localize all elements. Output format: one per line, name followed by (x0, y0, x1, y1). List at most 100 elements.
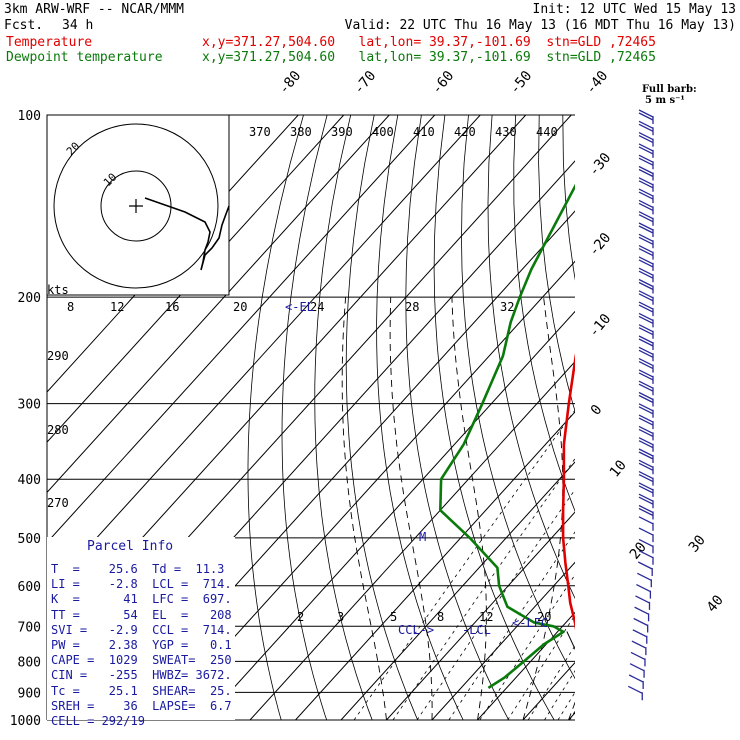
forecast-hours: 34 h (62, 18, 94, 33)
wind-barb (638, 380, 654, 396)
dry-adiabat-lines (247, 115, 740, 720)
barb-legend-line2: 5 m s⁻¹ (645, 95, 685, 106)
wind-barb (638, 211, 654, 226)
mixing-ratio-label: 28 (405, 300, 419, 314)
wind-barb (637, 561, 653, 576)
dry-adiabat (405, 115, 510, 720)
temperature-profile (561, 353, 575, 631)
parcel-info-row: CAPE = 1029 SWEAT= 250 (51, 653, 232, 668)
wind-barb (638, 448, 654, 463)
moist-adiabat-lines (341, 297, 740, 720)
mixing-ratio-label: 12 (479, 610, 493, 624)
mixing-ratio-label: 32 (500, 300, 514, 314)
dry-adiabat (513, 115, 575, 513)
parcel-info-row: T = 25.6 Td = 11.3 (51, 562, 225, 576)
wind-barb (638, 538, 654, 554)
mixing-ratio-label: 12 (110, 300, 124, 314)
mixing-ratio-label: 16 (165, 300, 179, 314)
wind-barb (638, 493, 654, 509)
dry-adiabat (281, 115, 328, 720)
dewpoint-location: x,y=371.27,504.60 lat,lon= 39.37,-101.69… (202, 50, 656, 65)
isotherm-label: 0 (588, 402, 606, 419)
pressure-tick-label: 600 (18, 580, 41, 595)
dry-adiabat (461, 115, 575, 680)
wind-barb (638, 504, 654, 520)
dry-adiabat (433, 115, 555, 720)
pressure-tick-label: 100 (18, 109, 41, 124)
isotherm-line (249, 360, 575, 720)
isotherm-line (477, 611, 575, 720)
isotherm-label: -30 (586, 150, 615, 180)
parcel-info-row: CIN = -255 HWBZ= 3672. (51, 668, 232, 683)
wind-barb (638, 290, 654, 305)
wind-barb (638, 414, 654, 430)
model-name: 3km ARW-WRF -- NCAR/MMM (4, 2, 185, 17)
isotherm-label: -10 (586, 311, 615, 341)
isotherm-label: -60 (429, 68, 458, 98)
wind-barb (638, 188, 654, 204)
theta-label: 280 (47, 423, 69, 437)
isotherm-label: -80 (276, 68, 305, 98)
wind-barb (638, 165, 654, 181)
parcel-info-row: CELL = 292/19 (51, 714, 145, 729)
isotherm-line (47, 115, 390, 494)
wind-barb (638, 459, 654, 475)
mixing-ratio-lines (353, 269, 740, 720)
moist-adiabat (568, 701, 575, 720)
hodograph-center (129, 199, 143, 213)
isotherm-line (431, 561, 575, 720)
dry-adiabat (376, 115, 464, 720)
wind-barb (638, 324, 654, 339)
wind-barb (638, 267, 654, 283)
wind-barb (638, 403, 654, 418)
isotherm-line (660, 115, 740, 720)
isotherm-line (522, 661, 575, 720)
mixing-ratio-line (580, 269, 740, 720)
mixing-ratio-line (527, 644, 575, 720)
el-annotation: <-EL (285, 300, 314, 314)
parcel-info-row: Tc = 25.1 SHEAR= 25. (51, 683, 232, 698)
wind-barb (638, 245, 654, 260)
wind-barb (638, 516, 654, 531)
mixing-ratio-label: 20 (537, 610, 551, 624)
pressure-tick-label: 800 (18, 655, 41, 670)
pressure-tick-label: 500 (18, 532, 41, 547)
dry-adiabat (681, 115, 740, 720)
wind-barb (638, 346, 654, 362)
wind-barb (630, 651, 646, 667)
wind-barb (634, 606, 650, 622)
isotherm-label: -20 (586, 230, 615, 260)
wind-barb (638, 391, 654, 407)
wind-barb (637, 572, 652, 588)
wind-barb (638, 471, 654, 486)
wind-barb (638, 222, 654, 237)
wind-barb (632, 629, 648, 644)
parcel-info-panel: Parcel Info T = 25.6 Td = 11.3 LI = -2.8 … (47, 537, 235, 728)
isotherm-label: 40 (704, 592, 727, 615)
kts-label: kts (47, 283, 69, 297)
wind-barb (638, 278, 654, 294)
parcel-info-row: SREH = 36 LAPSE= 6.7 (51, 698, 232, 713)
barb-legend-line1: Full barb: (642, 84, 697, 95)
parcel-info-row: LI = -2.8 LCL = 714. (51, 577, 232, 592)
isotherm-line (47, 115, 436, 544)
wind-barb (638, 132, 654, 147)
valid-time: Valid: 22 UTC Thu 16 May 13 (16 MDT Thu … (344, 18, 736, 33)
ccl-annotation: CCL-> (398, 623, 434, 637)
wind-barb (638, 109, 654, 124)
isotherm-line (47, 115, 345, 443)
wind-barb (638, 335, 654, 350)
mixing-ratio-label: 24 (310, 300, 324, 314)
theta-label: 370 (249, 125, 271, 139)
wind-barb (638, 177, 654, 192)
theta-label: 430 (495, 125, 517, 139)
mixing-ratio-label: 3 (337, 610, 344, 624)
moist-adiabat (614, 297, 740, 720)
hodograph-ring (53, 123, 219, 289)
mixing-ratio-label: 8 (437, 610, 444, 624)
pressure-tick-label: 300 (18, 398, 41, 413)
dry-adiabat (728, 115, 740, 720)
wind-barb (638, 437, 654, 452)
isotherm-line (386, 511, 575, 720)
